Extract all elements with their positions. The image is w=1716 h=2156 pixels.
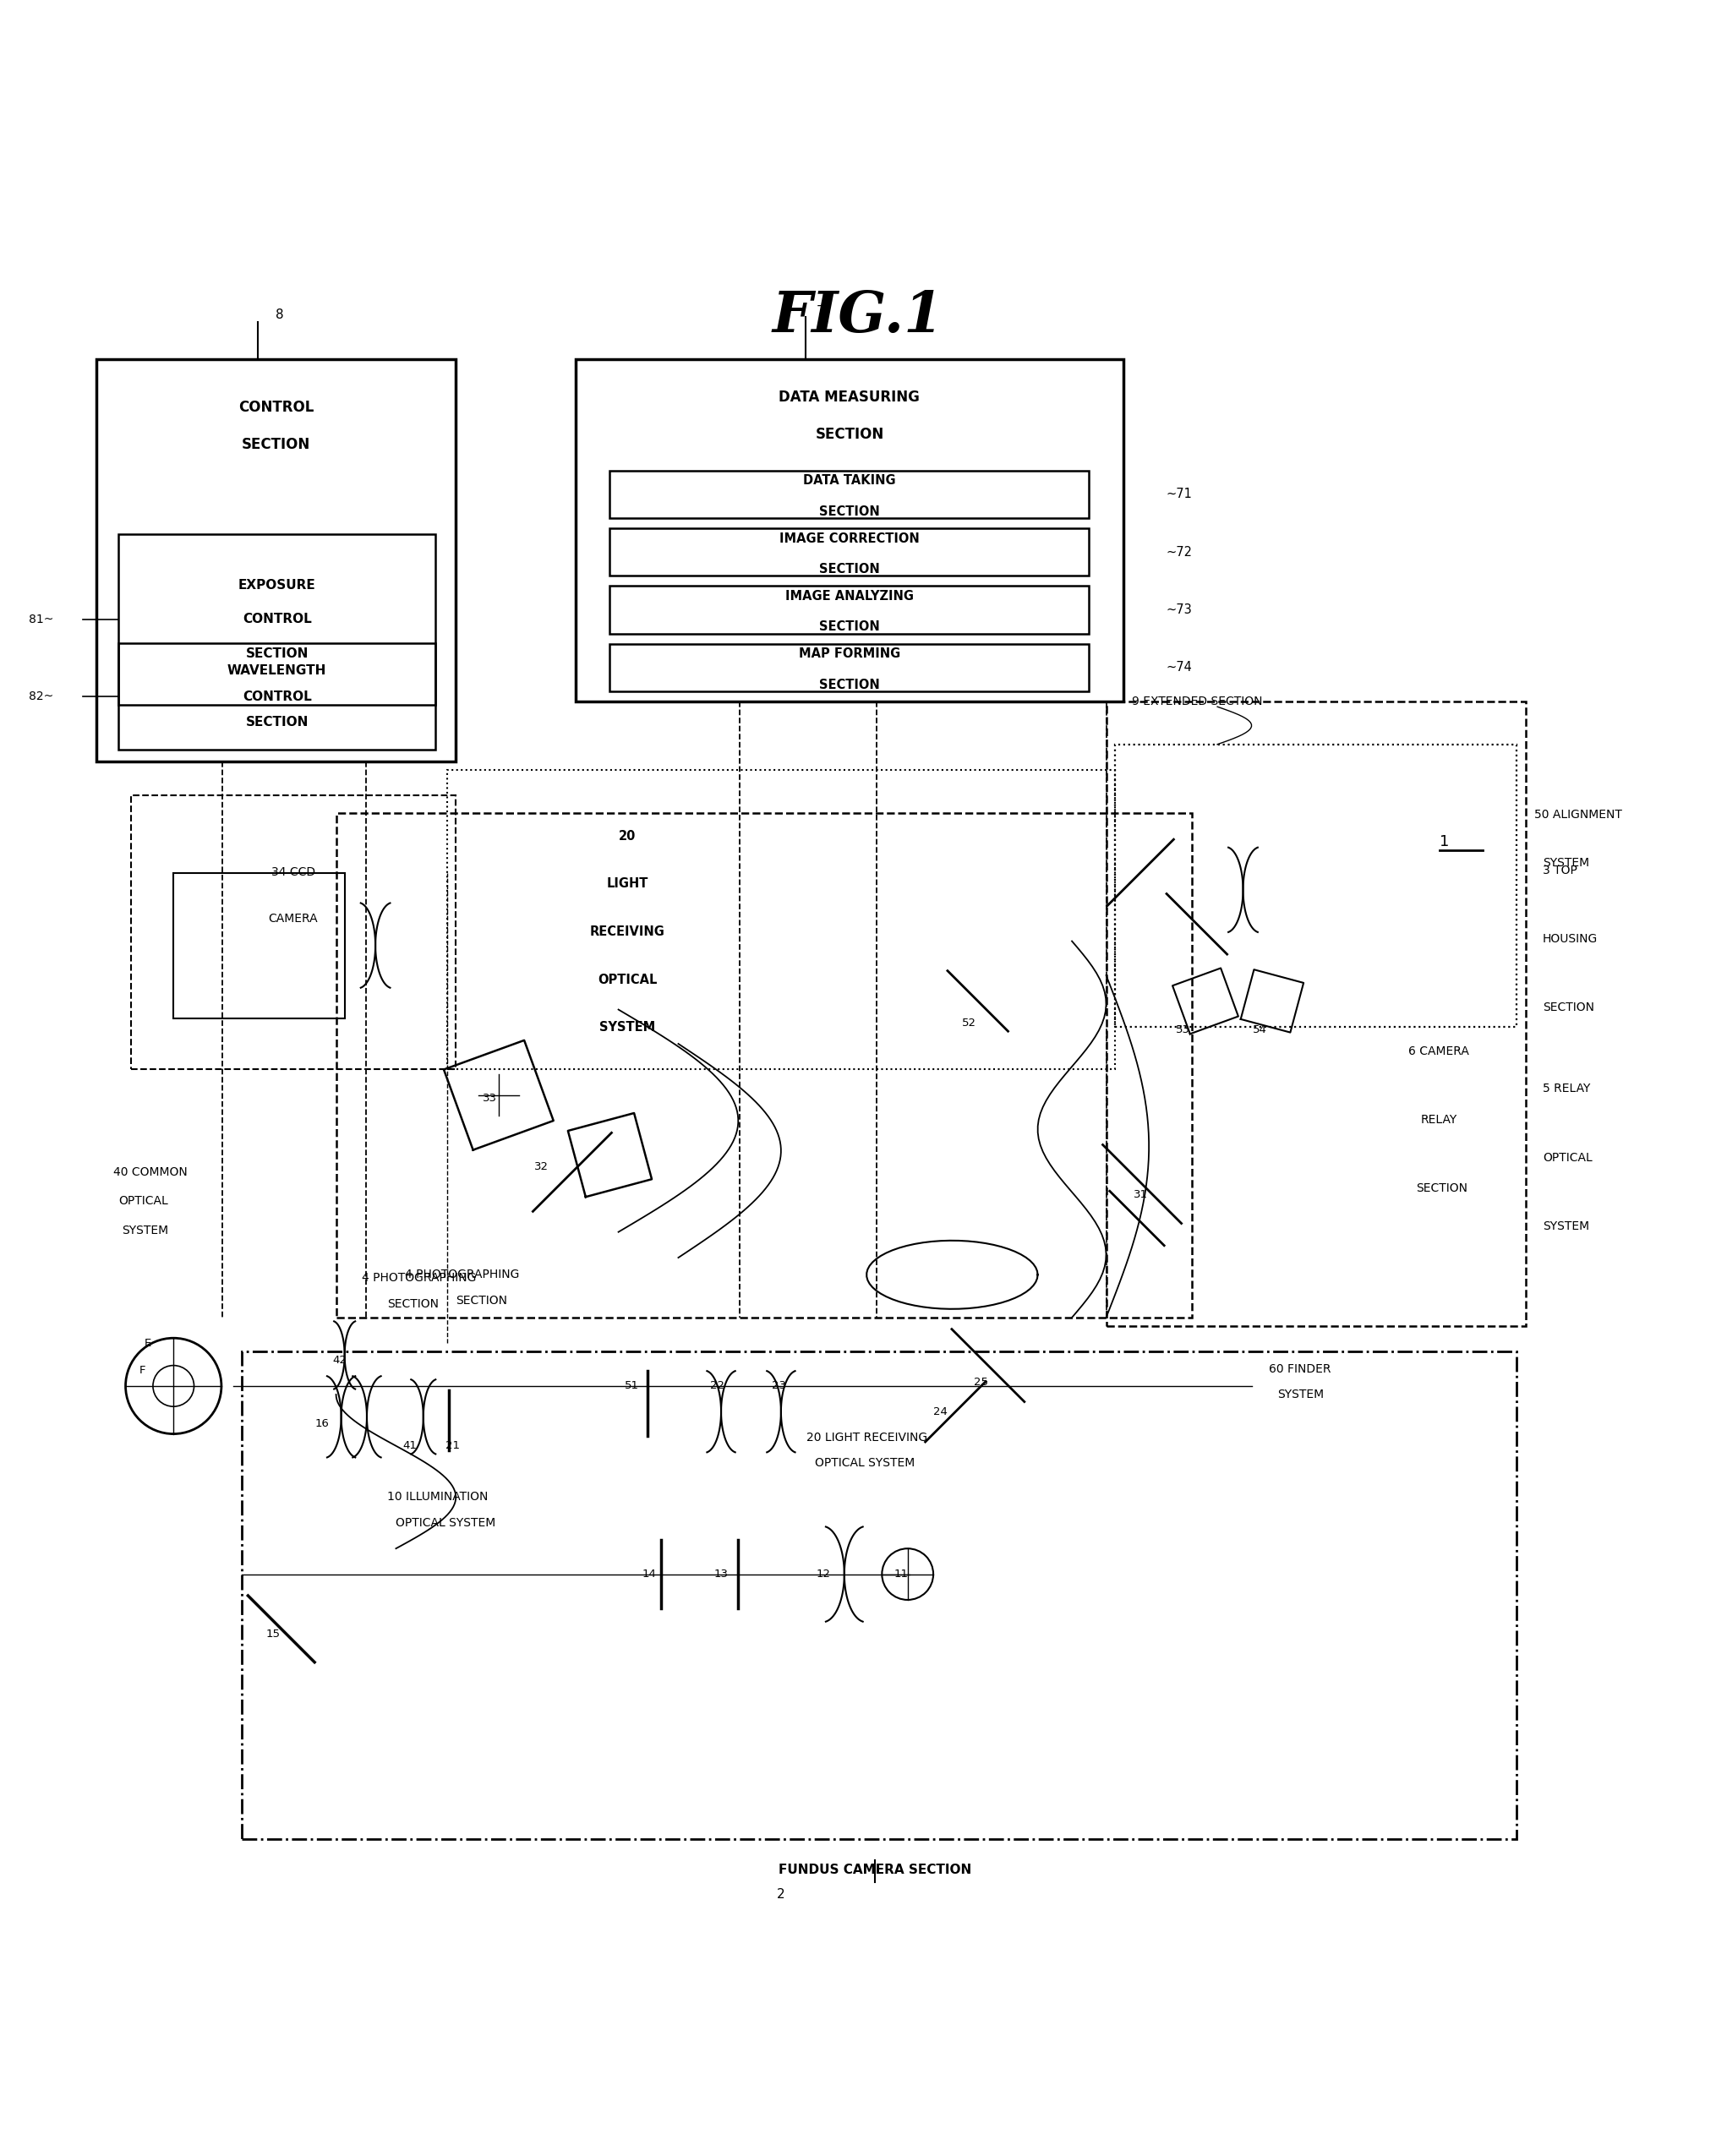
Text: 6 CAMERA: 6 CAMERA [1409,1046,1469,1056]
Text: HOUSING: HOUSING [1543,934,1598,944]
Bar [173,873,345,1018]
Text: WAVELENGTH: WAVELENGTH [228,664,326,677]
Text: CONTROL: CONTROL [239,399,314,414]
Text: 21: 21 [444,1440,460,1451]
Text: 82~: 82~ [29,690,53,703]
Text: 50 ALIGNMENT: 50 ALIGNMENT [1534,808,1622,821]
Text: 13: 13 [714,1570,728,1580]
Text: 2: 2 [777,1889,784,1899]
Text: SYSTEM: SYSTEM [122,1225,168,1235]
Text: 53: 53 [1175,1024,1191,1035]
Text: SECTION: SECTION [819,563,880,576]
Text: 7: 7 [817,306,825,317]
Text: OPTICAL SYSTEM: OPTICAL SYSTEM [396,1518,496,1529]
Text: SYSTEM: SYSTEM [599,1022,656,1035]
Text: CAMERA: CAMERA [268,912,317,925]
Text: FIG.1: FIG.1 [772,289,944,345]
Bar [609,470,1090,517]
Text: SYSTEM: SYSTEM [1277,1388,1323,1401]
Bar [336,813,1191,1317]
Text: 5 RELAY: 5 RELAY [1543,1082,1591,1095]
Text: OPTICAL: OPTICAL [1543,1151,1592,1164]
Text: SECTION: SECTION [388,1298,439,1309]
Text: 14: 14 [642,1570,656,1580]
Text: 25: 25 [975,1378,988,1388]
Bar [609,528,1090,576]
Text: 52: 52 [963,1018,976,1028]
Text: SYSTEM: SYSTEM [1543,1220,1589,1231]
Text: 20 LIGHT RECEIVING: 20 LIGHT RECEIVING [807,1432,928,1442]
Text: ~73: ~73 [1167,604,1193,617]
Text: ~72: ~72 [1167,545,1193,558]
Text: 34 CCD: 34 CCD [271,867,316,877]
Bar [1107,701,1526,1326]
Text: ~71: ~71 [1167,487,1193,500]
Text: SECTION: SECTION [1543,1003,1594,1013]
Text: FUNDUS CAMERA SECTION: FUNDUS CAMERA SECTION [779,1863,971,1876]
Text: SECTION: SECTION [819,679,880,692]
Text: SYSTEM: SYSTEM [1543,858,1589,869]
Text: 8: 8 [275,308,283,321]
Bar [609,645,1090,692]
Text: SECTION: SECTION [815,427,884,442]
Text: 4 PHOTOGRAPHING: 4 PHOTOGRAPHING [405,1270,518,1281]
Text: LIGHT: LIGHT [607,877,649,890]
Bar [96,360,456,761]
Text: SECTION: SECTION [242,438,311,453]
Text: 40 COMMON: 40 COMMON [113,1166,187,1177]
Bar [118,535,436,705]
Text: 12: 12 [817,1570,831,1580]
Text: 23: 23 [772,1380,786,1391]
Bar [130,796,456,1069]
Text: 3 TOP: 3 TOP [1543,865,1577,875]
Text: 22: 22 [710,1380,724,1391]
Bar [118,642,436,750]
Text: IMAGE CORRECTION: IMAGE CORRECTION [779,533,920,545]
Text: 81~: 81~ [29,614,53,625]
Text: RELAY: RELAY [1421,1115,1457,1125]
Text: 16: 16 [316,1419,329,1429]
Text: 51: 51 [625,1380,640,1391]
Text: 41: 41 [403,1440,417,1451]
Text: 24: 24 [934,1406,947,1416]
Text: F: F [139,1365,146,1376]
Bar [242,1352,1517,1839]
Text: 15: 15 [266,1628,280,1639]
Text: OPTICAL: OPTICAL [118,1194,168,1207]
Text: 31: 31 [1133,1188,1148,1201]
Text: SECTION: SECTION [1416,1184,1467,1194]
Text: 10 ILLUMINATION: 10 ILLUMINATION [388,1492,489,1503]
Text: EXPOSURE: EXPOSURE [239,580,316,591]
Text: 1: 1 [1440,834,1450,849]
Bar [575,360,1124,701]
Text: SECTION: SECTION [819,505,880,517]
Bar [448,770,1115,1069]
Text: OPTICAL: OPTICAL [597,972,657,985]
Text: SECTION: SECTION [456,1294,508,1307]
Text: IMAGE ANALYZING: IMAGE ANALYZING [786,591,913,602]
Text: DATA TAKING: DATA TAKING [803,474,896,487]
Text: 11: 11 [894,1570,908,1580]
Text: OPTICAL SYSTEM: OPTICAL SYSTEM [815,1457,915,1468]
Text: 32: 32 [534,1162,549,1173]
Text: 60 FINDER: 60 FINDER [1268,1363,1332,1376]
Text: ~74: ~74 [1167,662,1193,675]
Text: 54: 54 [1253,1024,1268,1035]
Bar [1115,744,1517,1026]
Text: 20: 20 [619,830,637,843]
Text: SECTION: SECTION [819,621,880,634]
Text: RECEIVING: RECEIVING [590,925,666,938]
Text: SECTION: SECTION [245,647,309,660]
Text: SECTION: SECTION [245,716,309,729]
Text: DATA MEASURING: DATA MEASURING [779,390,920,405]
Text: 42: 42 [333,1354,347,1365]
Text: 33: 33 [482,1093,498,1104]
Bar [609,586,1090,634]
Text: CONTROL: CONTROL [242,612,312,625]
Text: CONTROL: CONTROL [242,690,312,703]
Text: E: E [144,1337,151,1350]
Text: 4 PHOTOGRAPHING: 4 PHOTOGRAPHING [362,1272,475,1285]
Text: MAP FORMING: MAP FORMING [798,647,901,660]
Text: 9 EXTENDED SECTION: 9 EXTENDED SECTION [1133,696,1263,707]
